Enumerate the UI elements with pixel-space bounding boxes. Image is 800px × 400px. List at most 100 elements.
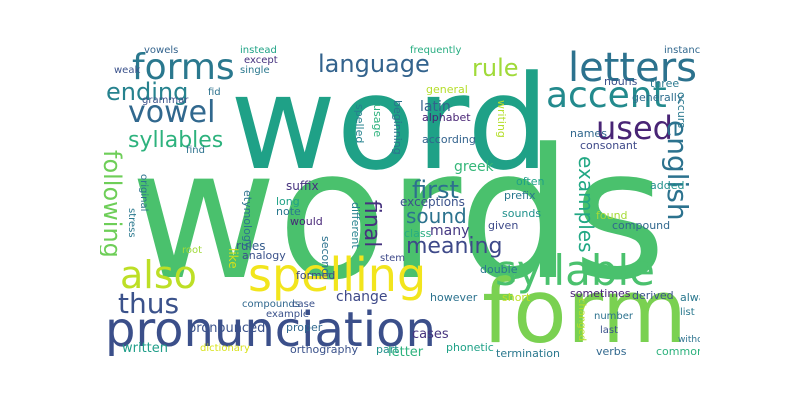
cloud-word: formed — [296, 269, 336, 282]
cloud-word: three — [650, 77, 680, 90]
cloud-word: often — [516, 175, 545, 188]
cloud-word: original — [138, 174, 149, 212]
cloud-word: final — [359, 200, 384, 248]
cloud-word: given — [488, 219, 519, 232]
cloud-word: proper — [286, 321, 323, 334]
cloud-word: verbs — [596, 345, 627, 358]
cloud-word: would — [290, 215, 323, 228]
cloud-word: grammar — [142, 95, 189, 106]
cloud-word: always — [680, 291, 700, 304]
cloud-word: compound — [612, 219, 671, 232]
cloud-word: prefix — [504, 189, 536, 202]
cloud-word: orthography — [290, 343, 358, 356]
cloud-word: weak — [114, 65, 141, 76]
cloud-word: exceptions — [400, 195, 465, 209]
cloud-word: different — [349, 202, 362, 249]
cloud-word: pronounced — [188, 321, 266, 336]
cloud-word: first — [412, 176, 459, 204]
cloud-word: forms — [132, 47, 235, 88]
cloud-word: part — [376, 343, 399, 356]
cloud-word: find — [186, 145, 205, 156]
cloud-word: generally — [632, 91, 684, 104]
cloud-word: however — [430, 291, 478, 304]
cloud-word: syllables — [128, 128, 224, 153]
cloud-word: names — [570, 127, 607, 140]
cloud-word: vowel — [128, 95, 216, 130]
cloud-word: following — [100, 150, 126, 258]
word-cloud: words word form pronunciation spelling s… — [100, 40, 700, 360]
cloud-word: list — [680, 307, 695, 318]
cloud-word: etymology — [241, 190, 254, 249]
cloud-word: letter — [388, 345, 424, 360]
cloud-word: instead — [240, 45, 277, 56]
cloud-word: long — [276, 195, 300, 208]
cloud-word: instances — [664, 45, 700, 56]
cloud-word: short — [502, 291, 531, 304]
cloud-word: vowels — [144, 45, 179, 56]
cloud-word: example — [266, 309, 310, 320]
cloud-word: like — [226, 248, 240, 269]
cloud-word: many — [430, 223, 470, 239]
cloud-word: beginning — [391, 100, 404, 155]
cloud-word: phonetic — [446, 341, 494, 354]
cloud-word: root — [182, 245, 203, 256]
cloud-word: single — [240, 65, 270, 76]
cloud-word: word — [230, 47, 550, 199]
cloud-word: change — [336, 289, 388, 305]
cloud-word: also — [120, 253, 197, 297]
cloud-word: number — [594, 311, 634, 322]
cloud-word: class — [404, 227, 432, 240]
cloud-word: sounds — [502, 207, 542, 220]
cloud-word: analogy — [242, 249, 286, 262]
cloud-word: last — [600, 325, 619, 336]
cloud-word: used — [596, 109, 673, 147]
cloud-word: examples — [574, 156, 598, 253]
cloud-word: english — [661, 120, 694, 221]
cloud-word: form — [482, 260, 688, 360]
cloud-word: fid — [208, 87, 221, 98]
cloud-word: stem — [380, 253, 406, 264]
cloud-word: according — [422, 133, 476, 146]
cloud-word: cases — [412, 327, 449, 342]
cloud-word: usage — [371, 104, 384, 138]
cloud-word: rules — [236, 239, 266, 253]
cloud-word: case — [292, 299, 315, 310]
cloud-word: spelled — [353, 104, 366, 144]
cloud-word: termination — [496, 347, 560, 360]
cloud-word: without — [678, 335, 700, 345]
cloud-word: syllable — [495, 246, 655, 295]
cloud-word: found — [596, 209, 628, 222]
cloud-word: suffix — [286, 179, 319, 193]
cloud-word: double — [480, 263, 518, 276]
cloud-word: common — [656, 345, 700, 358]
cloud-word: second — [319, 236, 332, 276]
cloud-word: note — [276, 205, 301, 218]
cloud-word: thus — [118, 287, 180, 320]
cloud-word: nouns — [604, 75, 638, 88]
cloud-word: latin — [420, 99, 451, 115]
cloud-word: sound — [406, 204, 467, 228]
cloud-word: writing — [495, 100, 508, 138]
cloud-word: changed — [576, 298, 587, 342]
cloud-word: added — [650, 179, 685, 192]
cloud-word: stress — [126, 208, 137, 238]
cloud-word: alphabet — [422, 111, 471, 124]
cloud-word: derived — [632, 289, 674, 302]
cloud-word: sometimes — [570, 287, 631, 300]
cloud-word: general — [426, 83, 468, 96]
cloud-word: ending — [106, 78, 189, 106]
cloud-word: accent — [546, 75, 667, 116]
cloud-word: meaning — [406, 234, 503, 259]
cloud-word: except — [244, 55, 278, 66]
cloud-word: greek — [454, 159, 494, 175]
cloud-word: pronunciation — [105, 302, 436, 358]
cloud-word: rule — [472, 54, 519, 82]
cloud-word: dictionary — [200, 343, 250, 354]
cloud-word: frequently — [410, 45, 462, 56]
cloud-word: letters — [568, 45, 697, 91]
cloud-word: consonant — [580, 139, 638, 152]
cloud-word: words — [130, 111, 667, 320]
cloud-word: occurs — [675, 92, 688, 129]
cloud-word: spelling — [248, 248, 427, 302]
cloud-word: written — [122, 341, 169, 356]
